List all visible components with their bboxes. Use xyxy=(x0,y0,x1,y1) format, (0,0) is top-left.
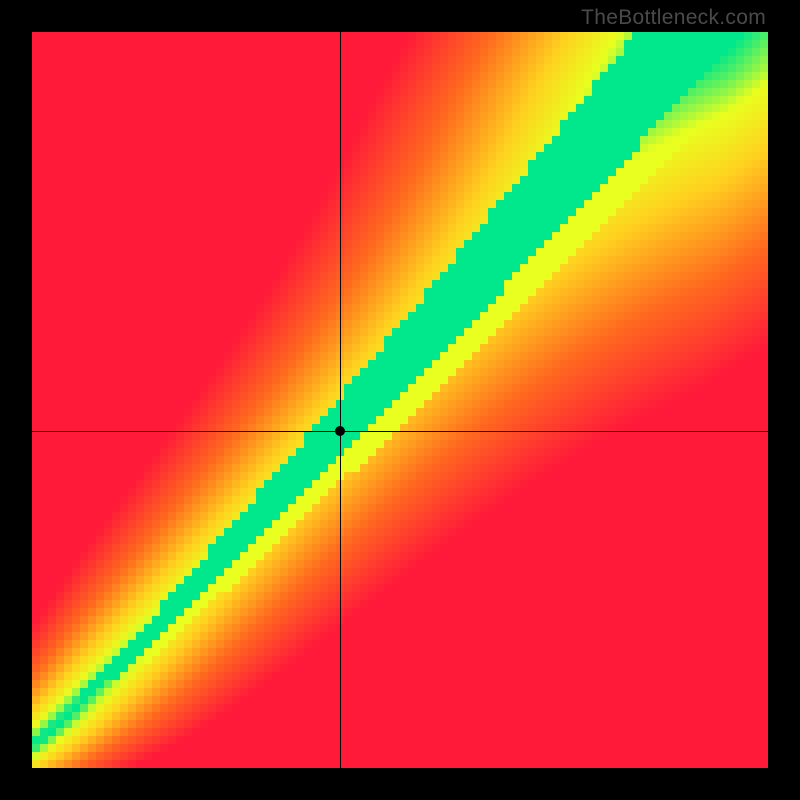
heatmap-plot xyxy=(32,32,768,768)
crosshair-marker xyxy=(335,426,345,436)
crosshair-vertical xyxy=(340,32,341,768)
heatmap-grid xyxy=(32,32,768,768)
crosshair-horizontal xyxy=(32,431,768,432)
watermark-text: TheBottleneck.com xyxy=(581,6,766,30)
canvas: TheBottleneck.com xyxy=(0,0,800,800)
